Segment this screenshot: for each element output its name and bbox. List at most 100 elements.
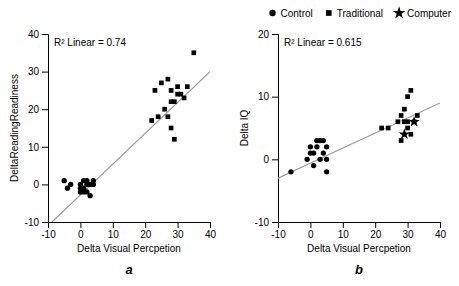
point (305, 157, 310, 162)
y-tick: 10 (28, 142, 48, 153)
y-tick-label: 30 (28, 66, 40, 77)
panel-label: a (125, 262, 132, 277)
legend: Control Traditional Computer (269, 6, 451, 18)
y-axis: -10 0 10 20 (255, 29, 279, 228)
y-tick-label: 20 (258, 29, 270, 40)
y-axis-label: Delta IQ (239, 109, 250, 146)
point (399, 128, 410, 139)
legend-item: Traditional (326, 8, 383, 19)
x-tick: 0 (78, 222, 84, 240)
x-tick-label: 0 (308, 229, 314, 240)
x-tick: 20 (140, 222, 152, 240)
x-tick-mark (310, 222, 311, 228)
point (311, 150, 316, 155)
series (62, 178, 96, 198)
x-tick: 10 (108, 222, 120, 240)
series (288, 138, 329, 175)
point (156, 114, 161, 119)
point (169, 88, 174, 93)
point (324, 144, 329, 149)
y-tick: -10 (25, 217, 48, 228)
x-tick-label: 30 (173, 229, 185, 240)
point (162, 107, 167, 112)
point (91, 178, 96, 183)
x-tick-mark (440, 222, 441, 228)
x-tick-mark (408, 222, 409, 228)
point (87, 193, 92, 198)
x-tick-label: 10 (108, 229, 120, 240)
point (172, 137, 177, 142)
x-tick-label: 20 (140, 229, 152, 240)
panel: -10 0 10 20 30 40 -10 0 10 20 R² Linear = 0.615 Del… (239, 29, 446, 277)
point (159, 81, 164, 86)
x-tick-mark (178, 222, 179, 228)
x-tick: 40 (435, 222, 447, 240)
x-tick-mark (145, 222, 146, 228)
point (386, 126, 391, 131)
point (288, 169, 293, 174)
x-tick-label: 40 (205, 229, 217, 240)
point (379, 126, 384, 131)
x-tick: -10 (271, 222, 286, 240)
point (166, 114, 171, 119)
y-tick: 0 (33, 179, 48, 190)
legend-label: Control (281, 8, 313, 19)
y-tick-label: 0 (263, 154, 269, 165)
x-tick-label: -10 (41, 229, 56, 240)
point (402, 107, 407, 112)
y-tick-mark (42, 184, 48, 185)
point (311, 163, 316, 168)
x-tick: 30 (403, 222, 415, 240)
annotation: R² Linear = 0.615 (284, 37, 362, 48)
annotation: R² Linear = 0.74 (54, 37, 126, 48)
point (172, 99, 177, 104)
y-tick-label: -10 (255, 217, 270, 228)
y-tick-mark (42, 34, 48, 35)
legend-symbol (269, 10, 275, 16)
y-tick-label: 40 (28, 29, 40, 40)
fit-line (278, 103, 440, 178)
legend-symbol (393, 6, 406, 18)
point (321, 138, 326, 143)
series (379, 88, 419, 143)
point (175, 84, 180, 89)
series (399, 116, 420, 139)
legend-symbol (326, 10, 332, 16)
point (324, 157, 329, 162)
legend-item: Control (269, 8, 312, 19)
y-axis: -10010203040 (25, 29, 49, 228)
x-tick: -10 (41, 222, 56, 240)
point (153, 88, 158, 93)
y-tick-label: 0 (33, 179, 39, 190)
panel-label: b (355, 262, 363, 277)
point (314, 144, 319, 149)
x-tick-mark (210, 222, 211, 228)
y-tick-mark (42, 147, 48, 148)
chart: -10 0 10 20 30 40 -10 0 10 20 30 40 R² Linear = 0.74… (0, 0, 459, 286)
y-axis-line (272, 35, 279, 223)
point (182, 96, 187, 101)
x-axis-label: Delta Visual Percpetion (77, 243, 181, 254)
x-tick-mark (343, 222, 344, 228)
x-tick-mark (113, 222, 114, 228)
point (62, 178, 67, 183)
legend-label: Computer (407, 8, 452, 19)
point (308, 144, 313, 149)
x-tick: 20 (370, 222, 382, 240)
x-tick-mark (375, 222, 376, 228)
y-tick-mark (272, 159, 278, 160)
point (68, 182, 73, 187)
point (405, 126, 410, 131)
y-tick: 0 (263, 154, 278, 165)
y-tick: -10 (255, 217, 278, 228)
x-tick: 30 (173, 222, 185, 240)
x-axis-label: Delta Visual Percpetion (307, 243, 411, 254)
y-tick: 10 (258, 91, 278, 102)
series (149, 50, 196, 141)
x-tick-label: -10 (271, 229, 286, 240)
x-tick-label: 0 (78, 229, 84, 240)
point (405, 94, 410, 99)
y-tick-mark (272, 97, 278, 98)
point (415, 113, 420, 118)
point (408, 116, 419, 127)
